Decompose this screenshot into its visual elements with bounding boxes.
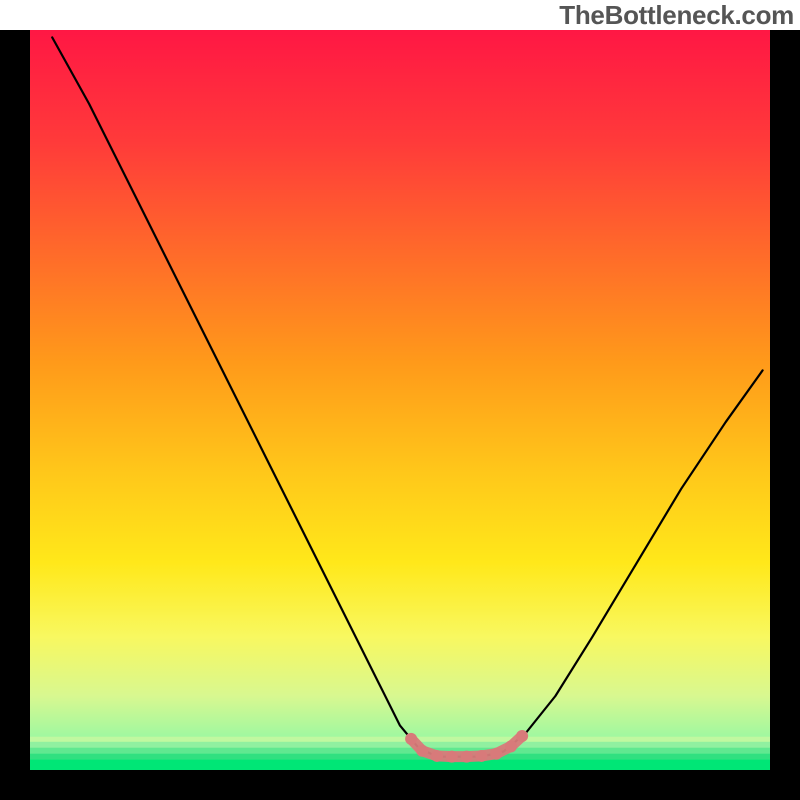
bottom-banding (30, 737, 770, 770)
plot-background (30, 30, 770, 770)
watermark-text: TheBottleneck.com (559, 0, 794, 31)
chart-svg (0, 0, 800, 800)
bottleneck-chart: TheBottleneck.com (0, 0, 800, 800)
